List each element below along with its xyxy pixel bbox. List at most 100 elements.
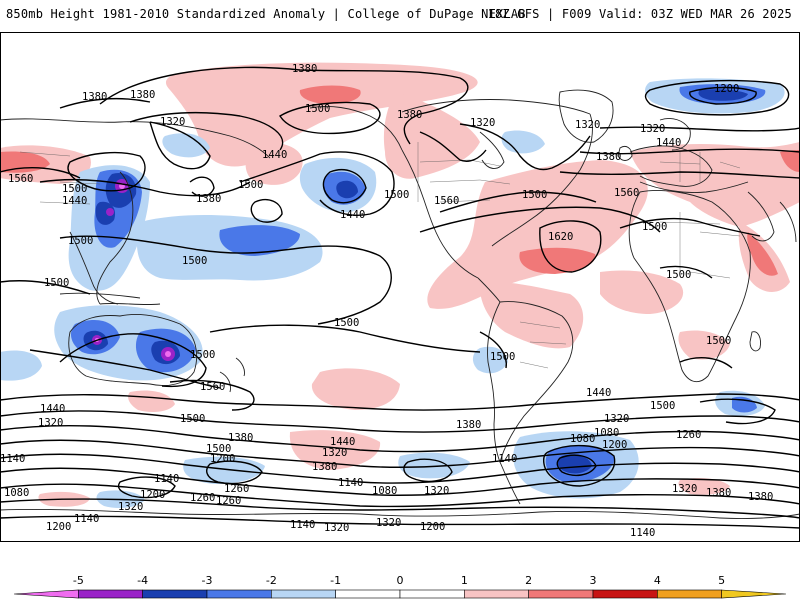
contour-1140-s2 [0,483,800,508]
coast-europe [629,145,713,187]
coast-alaska [309,105,403,151]
political-borders [19,142,741,369]
neg-magenta-aus-2 [165,351,171,357]
coast-indonesia [59,292,161,306]
colorbar-tick: 5 [718,574,725,587]
contour-label: 1380 [292,63,317,75]
colorbar-tick: -3 [202,574,213,587]
colorbar-swatch [399,589,465,599]
contour-label: 1320 [424,485,449,497]
coast-india [779,201,797,243]
contour-label: 1440 [262,149,287,161]
contour-1200-sw [117,476,176,499]
contour-label: 1080 [372,485,397,497]
contour-1500-npac [239,151,395,216]
contour-label: 1380 [130,89,155,101]
colorbar: -5 -4 -3 -2 -1 0 1 2 3 4 5 [0,570,800,600]
contour-label: 1320 [470,117,495,129]
coast-scandinavia [659,118,691,151]
coast-australia [68,313,198,386]
pos-anomaly-north-america [383,92,480,179]
contour-label: 1380 [312,461,337,473]
pos-anomaly-s-ocean-2 [678,478,730,495]
coast-na-west [401,149,479,279]
contour-label: 1140 [338,477,363,489]
colorbar-swatches [13,589,787,599]
contour-label: 1500 [68,235,93,247]
contour-label: 1500 [182,255,207,267]
contour-label: 1200 [140,489,165,501]
contour-1560-s [169,379,255,411]
contour-label: 1140 [154,473,179,485]
pos-anomaly-s-pacific-2 [289,430,381,470]
contour-label: 1380 [196,193,221,205]
contour-1260-polar [689,86,757,105]
contour-label: 1140 [74,513,99,525]
height-contours [0,66,800,529]
contour-label: 1200 [602,439,627,451]
contour-1500-atl [439,191,597,213]
contour-label: 1260 [190,492,215,504]
contour-label: 1260 [676,429,701,441]
contour-label: 1500 [650,400,675,412]
coastlines [0,89,800,519]
colorbar-tick: -5 [73,574,84,587]
contour-1020-s-atl [556,454,597,477]
contour-label: 1500 [666,269,691,281]
contour-label: 1500 [522,189,547,201]
contour-1380-nam [419,131,487,162]
pos-anomaly-atlantic [427,160,648,309]
colorbar-swatch [13,589,79,599]
contour-label: 1380 [228,432,253,444]
contour-label: 1500 [238,179,263,191]
contour-1500-main [59,235,392,325]
contour-1620-atl [539,220,602,273]
contour-1500-s [209,324,481,353]
contour-label: 1080 [4,487,29,499]
contour-1500-africa [619,217,761,237]
contour-label: 1380 [397,109,422,121]
pos-anomaly-europe [630,142,800,227]
pos-anomaly-east-ind [128,390,175,412]
contour-1140-s [0,467,800,496]
colorbar-tick: -4 [137,574,148,587]
contour-label: 1140 [290,519,315,531]
contour-label: 1080 [570,433,595,445]
colorbar-swatch [592,589,658,599]
contour-label: 1500 [206,443,231,455]
colorbar-tick: 3 [590,574,597,587]
contour-1500-aus [59,333,207,388]
contour-label: 1500 [642,221,667,233]
contour-label: 1320 [376,517,401,529]
colorbar-swatch [464,589,529,599]
contour-label: 1320 [324,522,349,534]
contour-label: 1320 [640,123,665,135]
contour-label: 1560 [200,381,225,393]
contour-1320-north [599,126,800,132]
model-run-info: 18Z GFS | F009 Valid: 03Z WED MAR 26 202… [487,7,792,21]
colorbar-swatch [721,589,787,599]
neg-anomaly-indian [0,350,42,381]
contour-label: 1320 [322,447,347,459]
neg-dark-asia-2 [95,201,116,225]
contour-label: 1200 [714,83,739,95]
contour-1500-indian [0,280,91,295]
contour-label: 1620 [548,231,573,243]
coast-na-north [401,99,591,115]
contour-1500-n-pacific [279,101,381,135]
contour-1380-asia [59,97,151,109]
coast-siberia [0,118,271,159]
colorbar-tick: 0 [397,574,404,587]
contour-label: 1140 [0,453,25,465]
contour-label: 1560 [434,195,459,207]
colorbar-tick: 4 [654,574,661,587]
colorbar-swatch [528,589,594,599]
contour-label: 1500 [305,103,330,115]
coast-east-asia [96,171,134,305]
contour-1440-asia [67,151,146,192]
contour-1080-s-ind [403,458,453,483]
contour-label: 1500 [190,349,215,361]
contour-label: 1380 [456,419,481,431]
contour-label: 1320 [38,417,63,429]
contour-label: 1440 [40,403,65,415]
